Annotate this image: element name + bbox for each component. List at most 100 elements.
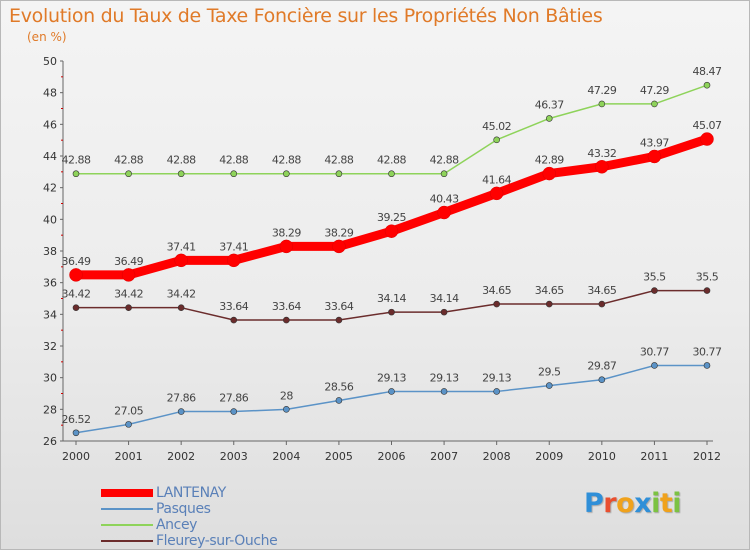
y-tick-label: 30 bbox=[43, 372, 57, 385]
data-label: 42.88 bbox=[114, 154, 143, 167]
data-point bbox=[177, 304, 185, 311]
data-label: 43.32 bbox=[587, 147, 616, 160]
data-label: 28.56 bbox=[324, 380, 353, 393]
data-point bbox=[125, 170, 132, 178]
data-point bbox=[283, 406, 290, 413]
data-label: 42.89 bbox=[535, 154, 564, 167]
data-label: 37.41 bbox=[219, 240, 248, 253]
data-point bbox=[384, 224, 399, 238]
data-label: 45.02 bbox=[482, 120, 511, 133]
data-label: 34.65 bbox=[535, 284, 564, 297]
data-point bbox=[647, 149, 662, 164]
data-label: 46.37 bbox=[535, 98, 564, 111]
data-point bbox=[121, 268, 136, 282]
data-label: 29.13 bbox=[430, 371, 459, 384]
data-point bbox=[230, 408, 238, 415]
y-tick-label: 44 bbox=[43, 150, 57, 163]
data-point bbox=[489, 186, 504, 201]
data-label: 29.13 bbox=[377, 371, 406, 384]
data-label: 42.88 bbox=[377, 154, 406, 167]
data-point bbox=[72, 304, 80, 311]
legend-swatch bbox=[101, 524, 153, 526]
legend-item: Ancey bbox=[101, 517, 277, 533]
data-point bbox=[651, 287, 658, 294]
data-label: 33.64 bbox=[219, 300, 248, 313]
y-tick-label: 46 bbox=[43, 118, 57, 131]
data-point bbox=[230, 170, 238, 178]
chart-title: Evolution du Taux de Taxe Foncière sur l… bbox=[9, 5, 603, 27]
x-tick-label: 2010 bbox=[588, 450, 616, 463]
data-label: 29.87 bbox=[587, 360, 616, 373]
data-label: 38.29 bbox=[324, 226, 353, 239]
data-point bbox=[69, 268, 83, 282]
data-label: 34.14 bbox=[430, 292, 459, 305]
data-label: 42.88 bbox=[62, 154, 91, 167]
data-point bbox=[700, 132, 714, 146]
data-point bbox=[335, 397, 343, 404]
data-label: 27.05 bbox=[114, 404, 143, 417]
data-label: 34.65 bbox=[482, 284, 511, 297]
data-point bbox=[174, 253, 188, 268]
x-tick-label: 2006 bbox=[378, 450, 406, 463]
data-point bbox=[177, 170, 185, 178]
data-label: 38.29 bbox=[272, 226, 301, 239]
chart-subtitle: (en %) bbox=[27, 30, 67, 44]
legend-item: Pasques bbox=[101, 501, 277, 517]
data-label: 34.42 bbox=[114, 288, 143, 301]
data-label: 30.77 bbox=[640, 345, 669, 358]
x-tick-label: 2005 bbox=[325, 450, 353, 463]
data-point bbox=[493, 300, 500, 308]
data-label: 41.64 bbox=[482, 173, 511, 186]
data-point bbox=[440, 308, 448, 316]
data-label: 34.14 bbox=[377, 292, 406, 305]
data-point bbox=[227, 253, 241, 268]
data-point bbox=[440, 170, 448, 178]
data-point bbox=[595, 160, 609, 174]
data-label: 35.5 bbox=[696, 271, 719, 284]
data-point bbox=[493, 136, 500, 144]
data-point bbox=[542, 166, 556, 181]
data-label: 37.41 bbox=[167, 240, 196, 253]
data-point bbox=[598, 300, 606, 308]
legend-item: LANTENAY bbox=[101, 485, 277, 501]
data-label: 33.64 bbox=[324, 300, 353, 313]
legend-swatch bbox=[101, 489, 153, 497]
data-label: 27.86 bbox=[219, 392, 248, 405]
data-point bbox=[388, 388, 395, 395]
data-label: 36.49 bbox=[114, 255, 143, 268]
logo-letter: t bbox=[659, 488, 673, 519]
data-point bbox=[493, 388, 500, 395]
x-tick-label: 2000 bbox=[62, 450, 90, 463]
data-point bbox=[598, 100, 606, 108]
data-label: 45.07 bbox=[693, 119, 722, 132]
data-label: 47.29 bbox=[587, 84, 616, 97]
x-tick-label: 2002 bbox=[167, 450, 195, 463]
data-point bbox=[703, 362, 711, 369]
data-label: 29.5 bbox=[538, 366, 561, 379]
data-point bbox=[545, 115, 553, 122]
legend-swatch bbox=[101, 540, 153, 542]
logo-letter: i bbox=[651, 488, 660, 519]
legend-label: Pasques bbox=[156, 501, 211, 517]
data-label: 42.88 bbox=[272, 154, 301, 167]
data-label: 48.47 bbox=[693, 65, 722, 78]
data-point bbox=[703, 81, 711, 89]
x-tick-label: 2001 bbox=[115, 450, 143, 463]
y-tick-label: 26 bbox=[43, 435, 57, 448]
data-label: 27.86 bbox=[167, 392, 196, 405]
data-point bbox=[177, 408, 185, 415]
data-point bbox=[230, 316, 238, 324]
data-point bbox=[125, 421, 132, 428]
y-tick-label: 48 bbox=[43, 87, 57, 100]
data-point bbox=[440, 388, 448, 395]
legend-label: LANTENAY bbox=[156, 485, 226, 501]
x-tick-label: 2009 bbox=[535, 450, 563, 463]
logo-letter: x bbox=[634, 488, 652, 519]
data-label: 29.13 bbox=[482, 371, 511, 384]
legend-label: Fleurey-sur-Ouche bbox=[156, 533, 278, 549]
data-label: 33.64 bbox=[272, 300, 301, 313]
logo-letter: P bbox=[584, 488, 604, 519]
data-point bbox=[598, 376, 606, 384]
data-point bbox=[388, 308, 395, 316]
